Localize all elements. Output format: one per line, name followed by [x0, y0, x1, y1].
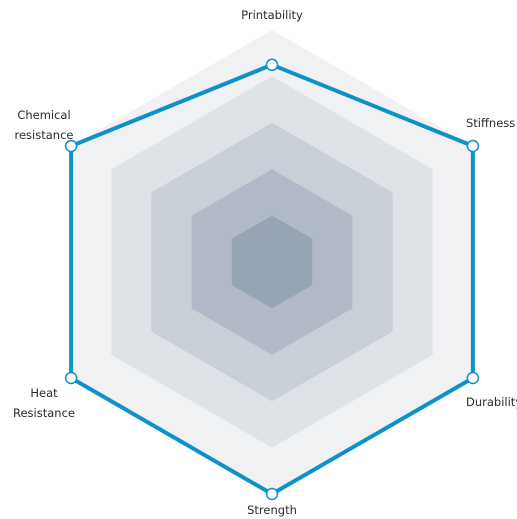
radar-point-0: [265, 58, 279, 72]
axis-label-3: Strength: [247, 503, 297, 517]
axis-label-1: Stiffness: [466, 116, 515, 130]
axis-label-5: Chemical resistance: [15, 108, 74, 142]
radar-point-3: [265, 487, 279, 501]
radar-point-1: [466, 139, 480, 153]
axis-label-line: Stiffness: [466, 116, 515, 130]
axis-label-0: Printability: [241, 8, 303, 22]
radar-point-2: [466, 371, 480, 385]
axis-label-line: Printability: [241, 8, 303, 22]
axis-label-line: Heat: [30, 386, 58, 400]
axis-label-line: Chemical: [17, 108, 70, 122]
axis-label-line: resistance: [15, 128, 74, 142]
radar-axis-labels: Printability Stiffness Durability Strength H…: [13, 8, 517, 517]
radar-point-4: [64, 371, 78, 385]
axis-label-4: Heat Resistance: [13, 386, 75, 420]
radar-markers: [64, 58, 480, 501]
axis-label-line: Durability: [466, 395, 517, 409]
axis-label-line: Strength: [247, 503, 297, 517]
radar-background-rings: [71, 30, 473, 494]
axis-label-line: Resistance: [13, 406, 75, 420]
radar-ring-1: [231, 215, 313, 309]
axis-label-2: Durability: [466, 395, 517, 409]
radar-point-5: [64, 139, 78, 153]
